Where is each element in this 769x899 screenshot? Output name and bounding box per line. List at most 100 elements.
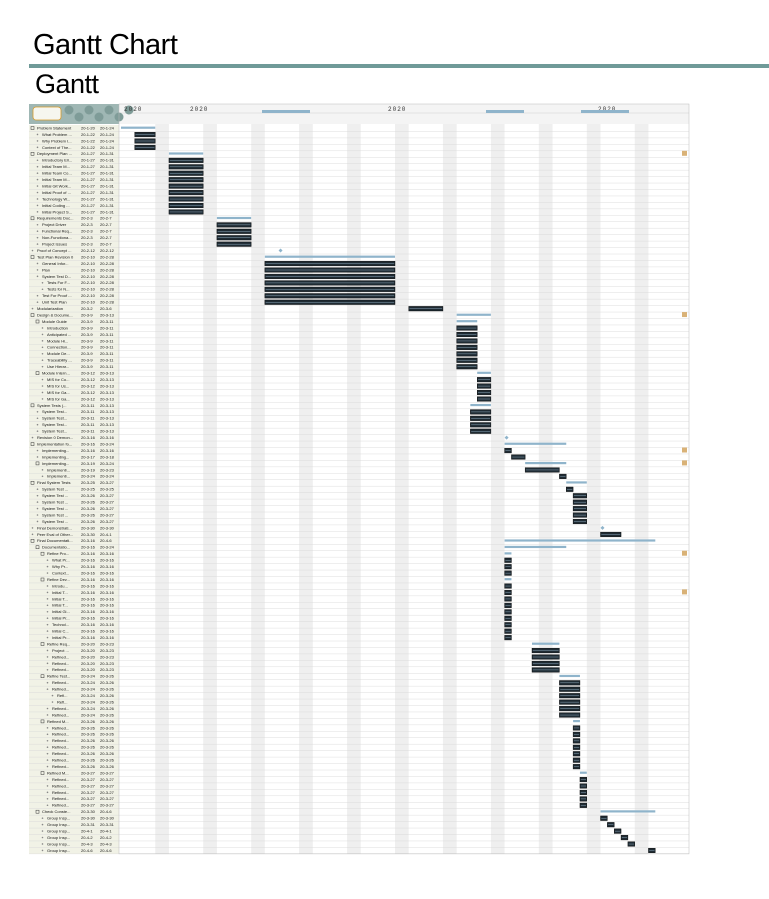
- task-name: Initial Proof of ...: [42, 190, 71, 195]
- task-name: Final Demonstrati...: [37, 525, 72, 530]
- task-end-date: 20-3-27: [100, 796, 115, 801]
- task-end-date: 20-3-16: [100, 616, 115, 621]
- task-name: Problem Statement: [37, 125, 72, 130]
- task-bullet-icon: [36, 223, 39, 226]
- gantt-logo-pattern: [74, 112, 84, 122]
- task-bullet-icon: [46, 739, 49, 742]
- task-name: Unit Test Plan: [42, 300, 67, 305]
- task-start-date: 20-3-19: [81, 461, 96, 466]
- task-end-date: 20-3-16: [100, 577, 115, 582]
- task-end-date: 20-4-6: [100, 848, 112, 853]
- task-bullet-icon: [46, 623, 49, 626]
- task-start-date: 20-3-27: [81, 783, 96, 788]
- task-bullet-icon: [36, 449, 39, 452]
- task-start-date: 20-3-9: [81, 332, 93, 337]
- task-start-date: 20-3-26: [81, 493, 96, 498]
- task-name: Traceability ...: [47, 358, 72, 363]
- task-start-date: 20-3-12: [81, 396, 96, 401]
- task-start-date: 20-3-24: [81, 699, 96, 704]
- task-bullet-icon: [36, 488, 39, 491]
- task-end-date: 20-3-24: [100, 545, 115, 550]
- task-bullet-icon: [36, 456, 39, 458]
- task-start-date: 20-3-16: [81, 635, 96, 640]
- task-end-date: 20-3-13: [100, 312, 115, 317]
- task-name: System Test...: [42, 409, 67, 414]
- task-bullet-icon: [41, 333, 44, 336]
- task-bullet-icon: [46, 681, 49, 684]
- task-name: Refined...: [52, 796, 69, 801]
- task-end-date: 20-3-27: [100, 506, 115, 511]
- task-start-date: 20-3-9: [81, 351, 93, 356]
- task-name: Implementing...: [42, 448, 69, 453]
- task-start-date: 20-3-30: [81, 525, 96, 530]
- task-name: Refined...: [52, 751, 69, 756]
- task-name: Refined...: [52, 803, 69, 808]
- task-bullet-icon: [36, 172, 39, 174]
- task-name: Refined...: [52, 661, 69, 666]
- task-end-date: 20-3-11: [100, 345, 114, 350]
- task-end-date: 20-3-27: [100, 500, 115, 505]
- collapse-toggle-icon: [35, 461, 40, 466]
- task-name: Technol...: [52, 622, 69, 627]
- overflow-marker: [682, 550, 687, 556]
- task-start-date: 20-2-10: [81, 274, 96, 279]
- task-end-date: 20-3-16: [100, 570, 115, 575]
- task-end-date: 20-3-11: [100, 358, 114, 363]
- summary-bar: [168, 152, 204, 155]
- task-bullet-icon: [41, 469, 44, 471]
- weekend-band: [634, 124, 649, 854]
- task-start-date: 20-3-11: [81, 422, 95, 427]
- title-divider: [29, 64, 769, 68]
- task-bullet-icon: [46, 785, 49, 787]
- task-name: Initial Pr...: [52, 616, 70, 621]
- task-name: Context of The...: [42, 145, 72, 150]
- task-end-date: 20-1-31: [100, 151, 115, 156]
- summary-bar: [264, 255, 395, 258]
- task-bullet-icon: [36, 411, 39, 413]
- task-start-date: 20-3-24: [81, 693, 96, 698]
- task-bullet-icon: [36, 191, 39, 194]
- task-end-date: 20-3-13: [100, 377, 115, 382]
- summary-bar: [504, 545, 567, 549]
- task-start-date: 20-3-20: [81, 654, 96, 659]
- task-start-date: 20-3-26: [81, 732, 96, 737]
- task-name: System Test ...: [42, 519, 68, 524]
- task-name: What Pr...: [52, 558, 70, 563]
- task-name: Refined M...: [47, 719, 69, 724]
- task-name: Module De...: [47, 351, 70, 356]
- task-start-date: 20-4-1: [81, 828, 93, 833]
- task-start-date: 20-3-12: [81, 390, 96, 395]
- year-label: 2020: [388, 106, 406, 113]
- task-end-date: 20-3-16: [100, 609, 115, 614]
- task-start-date: 20-3-27: [81, 803, 96, 808]
- task-name: What Problem ...: [42, 132, 72, 137]
- task-name: Initial Coding ...: [42, 203, 70, 208]
- task-start-date: 20-3-16: [81, 609, 96, 614]
- task-name: Refined...: [52, 680, 69, 685]
- task-start-date: 20-1-22: [81, 132, 96, 137]
- task-name: Context...: [52, 570, 69, 575]
- summary-bar: [121, 126, 156, 129]
- task-name: Refined...: [52, 725, 69, 730]
- task-name: Module Guide: [42, 319, 68, 324]
- task-bullet-icon: [36, 520, 39, 523]
- task-end-date: 20-2-28: [100, 274, 115, 279]
- task-end-date: 20-3-27: [100, 770, 115, 775]
- task-start-date: 20-3-16: [81, 590, 96, 595]
- task-name: Requirements Doc...: [37, 216, 73, 221]
- task-end-date: 20-3-24: [100, 474, 115, 479]
- collapse-toggle-icon: [35, 809, 40, 814]
- task-name: Refined...: [52, 654, 69, 659]
- task-end-date: 20-2-28: [100, 267, 115, 272]
- task-bullet-icon: [46, 585, 49, 587]
- task-start-date: 20-3-24: [81, 687, 96, 692]
- collapse-toggle-icon: [40, 719, 45, 724]
- task-end-date: 20-3-23: [100, 648, 115, 653]
- task-name: Project ...: [52, 648, 69, 653]
- summary-bar: [477, 371, 491, 374]
- collapse-toggle-icon: [30, 152, 35, 156]
- summary-bar: [559, 674, 580, 678]
- task-end-date: 20-2-28: [100, 293, 115, 298]
- task-bullet-icon: [46, 565, 49, 568]
